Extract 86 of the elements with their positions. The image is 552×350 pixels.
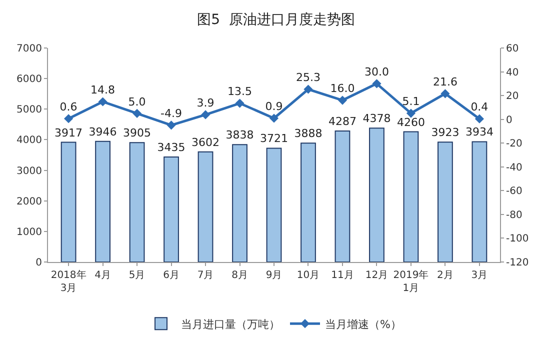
data-label: 30.0 (364, 66, 389, 79)
y2-tick-label: -40 (506, 162, 522, 174)
y-tick-label: 3000 (16, 166, 42, 177)
y2-tick-label: -120 (506, 258, 529, 268)
y-tick-label: 4000 (16, 135, 42, 146)
point (406, 108, 416, 118)
data-label: 4378 (362, 112, 391, 126)
x-tick-label: 3月 (471, 270, 488, 281)
x-tick-label: 6月 (163, 270, 180, 281)
point (166, 120, 176, 130)
y-tick-label: 5000 (16, 104, 42, 116)
y2-tick-label: -60 (506, 186, 522, 198)
data-label: 3934 (465, 126, 494, 139)
x-tick-label: 8月 (232, 270, 248, 281)
point (440, 89, 450, 98)
data-label: 16.0 (330, 82, 355, 96)
bar (198, 151, 214, 262)
data-label: 3888 (294, 127, 322, 140)
data-label: 14.8 (90, 84, 116, 97)
data-label: 3435 (157, 140, 186, 154)
data-label: 5.1 (402, 95, 420, 108)
y2-tick-label: -80 (506, 210, 522, 221)
data-label: 4260 (396, 116, 425, 129)
data-label: 21.6 (432, 76, 458, 89)
point (338, 96, 348, 105)
chart-title: 图5 原油进口月度走势图 (197, 12, 355, 28)
x-tick-label: 2019年 1月 (393, 269, 429, 294)
data-label: 13.5 (228, 85, 252, 98)
y2-tick-label: 20 (506, 91, 519, 102)
bar (266, 148, 282, 262)
bar (369, 128, 384, 262)
x-tick-label: 5月 (128, 270, 146, 281)
y2-tick-label: -20 (506, 138, 522, 150)
y-tick-label: 2000 (16, 196, 42, 208)
x-tick-label: 4月 (94, 270, 111, 281)
bar (334, 130, 350, 262)
legend-label: 当月进口量（万吨） (181, 318, 280, 331)
y-tick-label: 7000 (16, 44, 42, 54)
data-label: 3917 (54, 126, 83, 140)
point (235, 98, 244, 108)
bar (164, 156, 179, 262)
x-tick-label: 10月 (296, 270, 320, 281)
point (200, 110, 210, 120)
bar (95, 140, 110, 262)
point (64, 114, 74, 124)
x-tick-label: 12月 (365, 270, 388, 281)
data-label: 3602 (192, 136, 220, 149)
bar (60, 142, 76, 262)
data-label: 5.0 (128, 95, 146, 108)
bar (232, 144, 248, 262)
point (98, 97, 108, 106)
y-tick-label: 6000 (16, 74, 42, 86)
data-label: -4.9 (160, 107, 182, 120)
data-label: 3721 (260, 132, 288, 146)
y2-tick-label: -100 (506, 234, 529, 245)
point (372, 79, 382, 88)
x-tick-label: 2018年 3月 (50, 269, 86, 294)
y2-tick-label: 40 (506, 67, 519, 78)
data-label: 3946 (88, 125, 117, 138)
bar (438, 142, 453, 262)
x-tick-label: 2月 (437, 270, 454, 281)
x-tick-label: 7月 (197, 270, 214, 281)
bar (129, 142, 145, 262)
point (304, 84, 313, 94)
y2-tick-label: 60 (506, 44, 519, 54)
data-label: 0.9 (265, 100, 283, 114)
point (132, 108, 142, 118)
y2-tick-label: 0 (506, 114, 512, 126)
point (269, 114, 279, 123)
data-label: 0.6 (60, 100, 78, 114)
y-tick-label: 1000 (16, 226, 42, 238)
bar (300, 142, 316, 262)
x-tick-label: 11月 (331, 270, 354, 281)
bar (472, 141, 488, 262)
bar (403, 131, 419, 262)
data-label: 3.9 (196, 96, 214, 110)
data-label: 4287 (328, 114, 356, 128)
point (474, 114, 484, 124)
data-label: 25.3 (296, 71, 320, 84)
data-label: 0.4 (470, 100, 488, 114)
x-tick-label: 9月 (266, 270, 282, 281)
data-label: 3905 (123, 126, 152, 140)
legend-label: 当月增速（%） (325, 318, 402, 331)
data-label: 3838 (226, 128, 254, 142)
y-tick-label: 0 (36, 258, 42, 268)
data-label: 3923 (431, 126, 460, 140)
